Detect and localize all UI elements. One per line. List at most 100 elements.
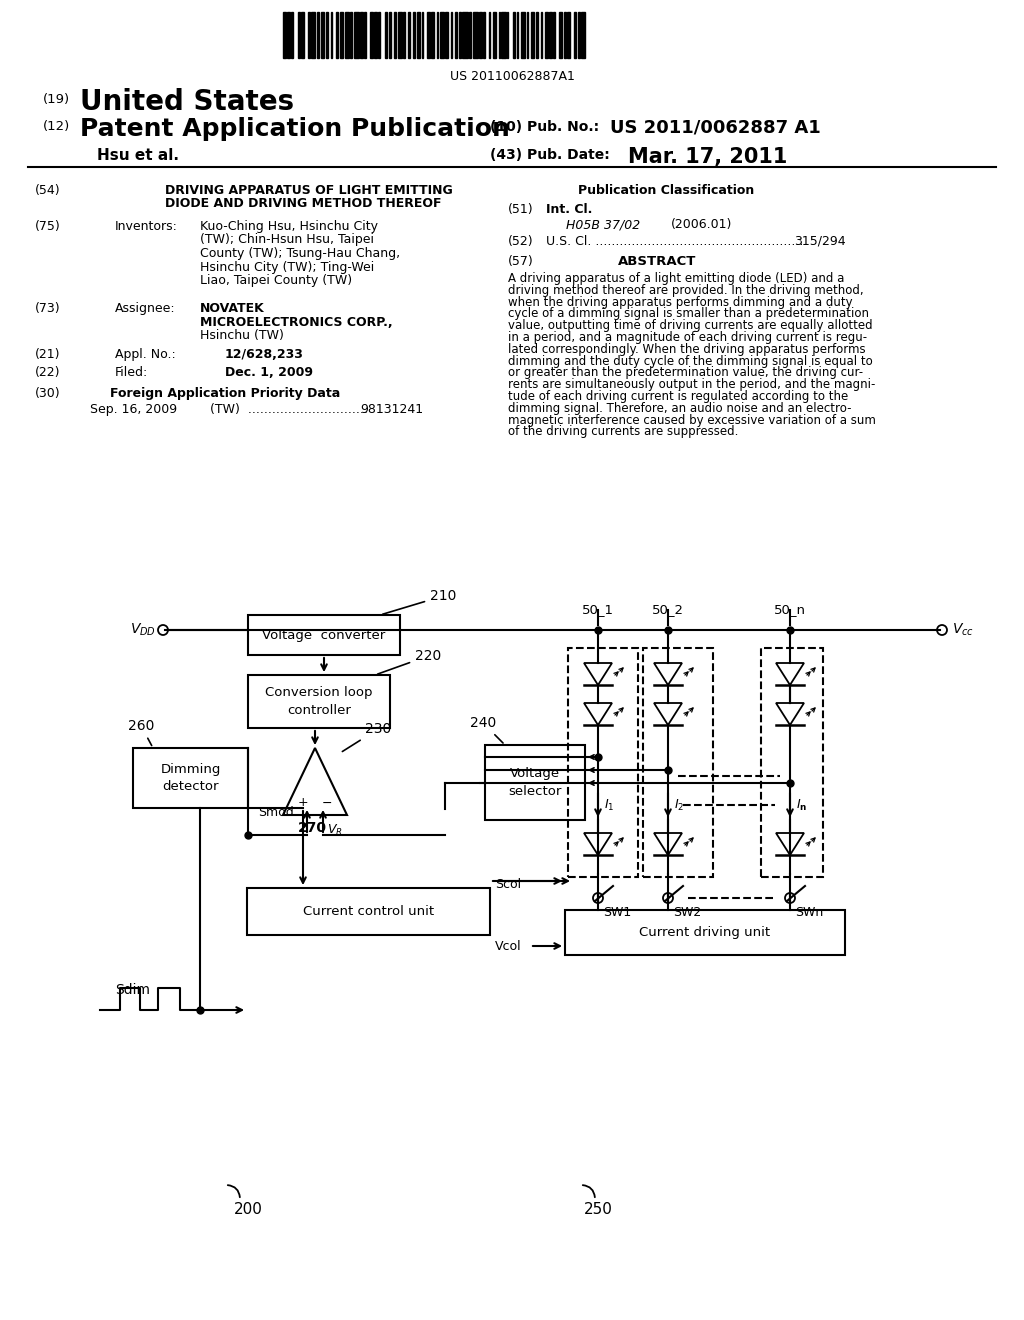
Bar bbox=[521, 12, 525, 58]
Text: Dec. 1, 2009: Dec. 1, 2009 bbox=[225, 366, 313, 379]
Text: SW2: SW2 bbox=[673, 906, 701, 919]
Text: 270: 270 bbox=[298, 821, 327, 836]
Text: 220: 220 bbox=[378, 649, 441, 675]
Text: Int. Cl.: Int. Cl. bbox=[546, 203, 592, 216]
Text: Liao, Taipei County (TW): Liao, Taipei County (TW) bbox=[200, 275, 352, 286]
Text: (73): (73) bbox=[35, 302, 60, 315]
Bar bbox=[298, 12, 300, 58]
Text: SWn: SWn bbox=[795, 906, 823, 919]
Bar bbox=[427, 12, 430, 58]
Text: (51): (51) bbox=[508, 203, 534, 216]
Bar bbox=[422, 12, 423, 58]
Bar bbox=[456, 12, 457, 58]
Text: Filed:: Filed: bbox=[115, 366, 148, 379]
Text: H05B 37/02: H05B 37/02 bbox=[566, 218, 640, 231]
Text: magnetic interference caused by excessive variation of a sum: magnetic interference caused by excessiv… bbox=[508, 413, 876, 426]
Bar bbox=[397, 12, 402, 58]
Text: dimming signal. Therefore, an audio noise and an electro-: dimming signal. Therefore, an audio nois… bbox=[508, 401, 852, 414]
Bar bbox=[579, 12, 580, 58]
Bar bbox=[574, 12, 575, 58]
Text: 50_1: 50_1 bbox=[582, 603, 614, 616]
Bar bbox=[530, 12, 534, 58]
Text: 50_2: 50_2 bbox=[652, 603, 684, 616]
Text: Voltage
selector: Voltage selector bbox=[508, 767, 562, 799]
Bar bbox=[437, 12, 438, 58]
Text: (21): (21) bbox=[35, 348, 60, 360]
Text: Appl. No.:: Appl. No.: bbox=[115, 348, 176, 360]
Text: Smod: Smod bbox=[258, 807, 294, 820]
Bar bbox=[643, 648, 713, 876]
Text: Current driving unit: Current driving unit bbox=[639, 927, 771, 939]
Text: Scol: Scol bbox=[495, 878, 521, 891]
Bar bbox=[393, 12, 396, 58]
Bar bbox=[350, 12, 351, 58]
Bar bbox=[469, 12, 471, 58]
Text: 210: 210 bbox=[383, 589, 457, 614]
Text: U.S. Cl. .....................................................: U.S. Cl. ...............................… bbox=[546, 235, 807, 248]
Text: Kuo-Ching Hsu, Hsinchu City: Kuo-Ching Hsu, Hsinchu City bbox=[200, 220, 378, 234]
Text: Patent Application Publication: Patent Application Publication bbox=[80, 117, 510, 141]
Bar bbox=[292, 12, 293, 58]
Text: 260: 260 bbox=[128, 719, 155, 746]
Bar bbox=[308, 12, 309, 58]
Bar bbox=[537, 12, 538, 58]
Bar bbox=[374, 12, 377, 58]
Bar bbox=[133, 748, 248, 808]
Text: dimming and the duty cycle of the dimming signal is equal to: dimming and the duty cycle of the dimmin… bbox=[508, 355, 872, 367]
Text: (19): (19) bbox=[43, 92, 70, 106]
Text: Mar. 17, 2011: Mar. 17, 2011 bbox=[628, 147, 787, 168]
Text: Hsinchu City (TW); Ting-Wei: Hsinchu City (TW); Ting-Wei bbox=[200, 260, 374, 273]
Text: +: + bbox=[298, 796, 308, 809]
Bar bbox=[545, 12, 548, 58]
Text: (43) Pub. Date:: (43) Pub. Date: bbox=[490, 148, 609, 162]
Bar bbox=[493, 12, 496, 58]
Text: $V_{DD}$: $V_{DD}$ bbox=[130, 622, 156, 638]
Text: rents are simultaneously output in the period, and the magni-: rents are simultaneously output in the p… bbox=[508, 379, 876, 391]
Text: SW1: SW1 bbox=[603, 906, 631, 919]
Text: 240: 240 bbox=[470, 715, 503, 743]
Bar bbox=[761, 648, 823, 876]
Text: $V_{cc}$: $V_{cc}$ bbox=[952, 622, 974, 638]
Text: value, outputting time of driving currents are equally allotted: value, outputting time of driving curren… bbox=[508, 319, 872, 333]
Bar bbox=[488, 12, 490, 58]
Bar bbox=[321, 12, 324, 58]
Text: (22): (22) bbox=[35, 366, 60, 379]
Bar bbox=[513, 12, 515, 58]
Bar bbox=[248, 675, 390, 729]
Bar bbox=[408, 12, 411, 58]
Bar bbox=[559, 12, 561, 58]
Bar bbox=[499, 12, 500, 58]
Text: Hsu et al.: Hsu et al. bbox=[97, 148, 179, 162]
Text: NOVATEK: NOVATEK bbox=[200, 302, 265, 315]
Text: 230: 230 bbox=[342, 722, 391, 751]
Text: 250: 250 bbox=[584, 1203, 612, 1217]
Text: Assignee:: Assignee: bbox=[115, 302, 176, 315]
Bar bbox=[385, 12, 387, 58]
Bar bbox=[365, 12, 366, 58]
Text: DIODE AND DRIVING METHOD THEREOF: DIODE AND DRIVING METHOD THEREOF bbox=[165, 197, 441, 210]
Bar bbox=[541, 12, 542, 58]
Text: (52): (52) bbox=[508, 235, 534, 248]
Bar bbox=[473, 12, 477, 58]
Text: $\mathit{I}_2$: $\mathit{I}_2$ bbox=[674, 797, 684, 813]
Bar bbox=[549, 12, 552, 58]
Text: 315/294: 315/294 bbox=[794, 235, 846, 248]
Bar bbox=[565, 909, 845, 954]
Text: $\mathit{I}_1$: $\mathit{I}_1$ bbox=[604, 797, 614, 813]
Bar bbox=[301, 12, 304, 58]
Bar bbox=[567, 12, 570, 58]
Text: (2006.01): (2006.01) bbox=[671, 218, 732, 231]
Text: (TW)  ..............................: (TW) .............................. bbox=[210, 403, 368, 416]
Bar bbox=[316, 12, 319, 58]
Text: US 2011/0062887 A1: US 2011/0062887 A1 bbox=[610, 119, 821, 137]
Text: (57): (57) bbox=[508, 255, 534, 268]
Bar bbox=[378, 12, 380, 58]
Text: driving method thereof are provided. In the driving method,: driving method thereof are provided. In … bbox=[508, 284, 863, 297]
Text: $\mathbf{\mathit{I}_n}$: $\mathbf{\mathit{I}_n}$ bbox=[796, 797, 807, 813]
Text: Publication Classification: Publication Classification bbox=[578, 183, 755, 197]
Bar bbox=[483, 12, 484, 58]
Bar bbox=[327, 12, 328, 58]
Bar bbox=[564, 12, 566, 58]
Bar bbox=[517, 12, 518, 58]
Bar bbox=[502, 12, 506, 58]
